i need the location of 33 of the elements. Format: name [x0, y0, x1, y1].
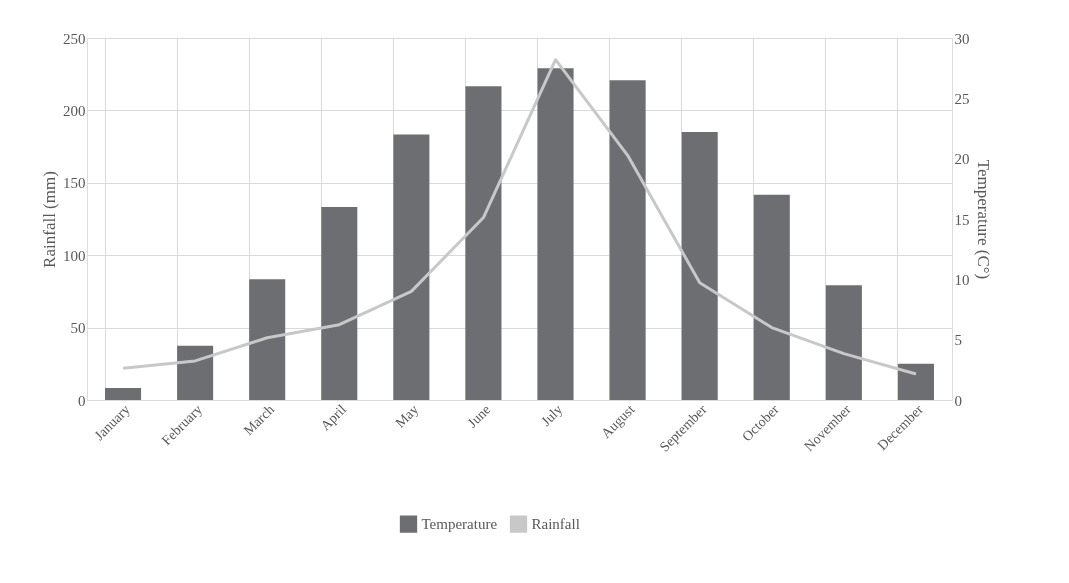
y2-axis-title: Temperature (C°): [973, 159, 993, 280]
legend-label: Rainfall: [531, 516, 580, 533]
y2-tick-label: 20: [954, 151, 970, 168]
y2-tick-label: 10: [954, 271, 970, 288]
bar: [825, 285, 862, 400]
x-tick-label: June: [464, 401, 494, 431]
y-tick-label: 250: [63, 30, 86, 47]
x-tick-label: May: [392, 401, 422, 431]
bar: [537, 68, 574, 400]
bar: [393, 134, 430, 400]
bar: [897, 363, 934, 400]
y-tick-label: 50: [70, 320, 86, 337]
bar: [249, 279, 286, 400]
legend-label: Temperature: [421, 516, 498, 533]
y2-tick-label: 5: [954, 332, 962, 349]
y-axis-title: Rainfall (mm): [40, 171, 59, 268]
y2-tick-label: 30: [954, 30, 970, 47]
y-tick-label: 100: [63, 247, 86, 264]
bar: [177, 345, 214, 400]
bar: [609, 80, 646, 400]
bar: [465, 86, 502, 400]
line-series: [121, 58, 918, 376]
y-tick-label: 0: [78, 392, 86, 409]
bar: [753, 194, 790, 400]
y-tick-label: 150: [63, 175, 86, 192]
y-tick-label: 200: [63, 102, 86, 119]
bar: [321, 206, 358, 400]
x-tick-label: July: [538, 401, 566, 429]
y2-tick-label: 25: [954, 90, 970, 107]
bar: [681, 132, 718, 400]
y2-tick-label: 0: [954, 392, 962, 409]
bar: [105, 387, 142, 400]
y2-tick-label: 15: [954, 211, 970, 228]
